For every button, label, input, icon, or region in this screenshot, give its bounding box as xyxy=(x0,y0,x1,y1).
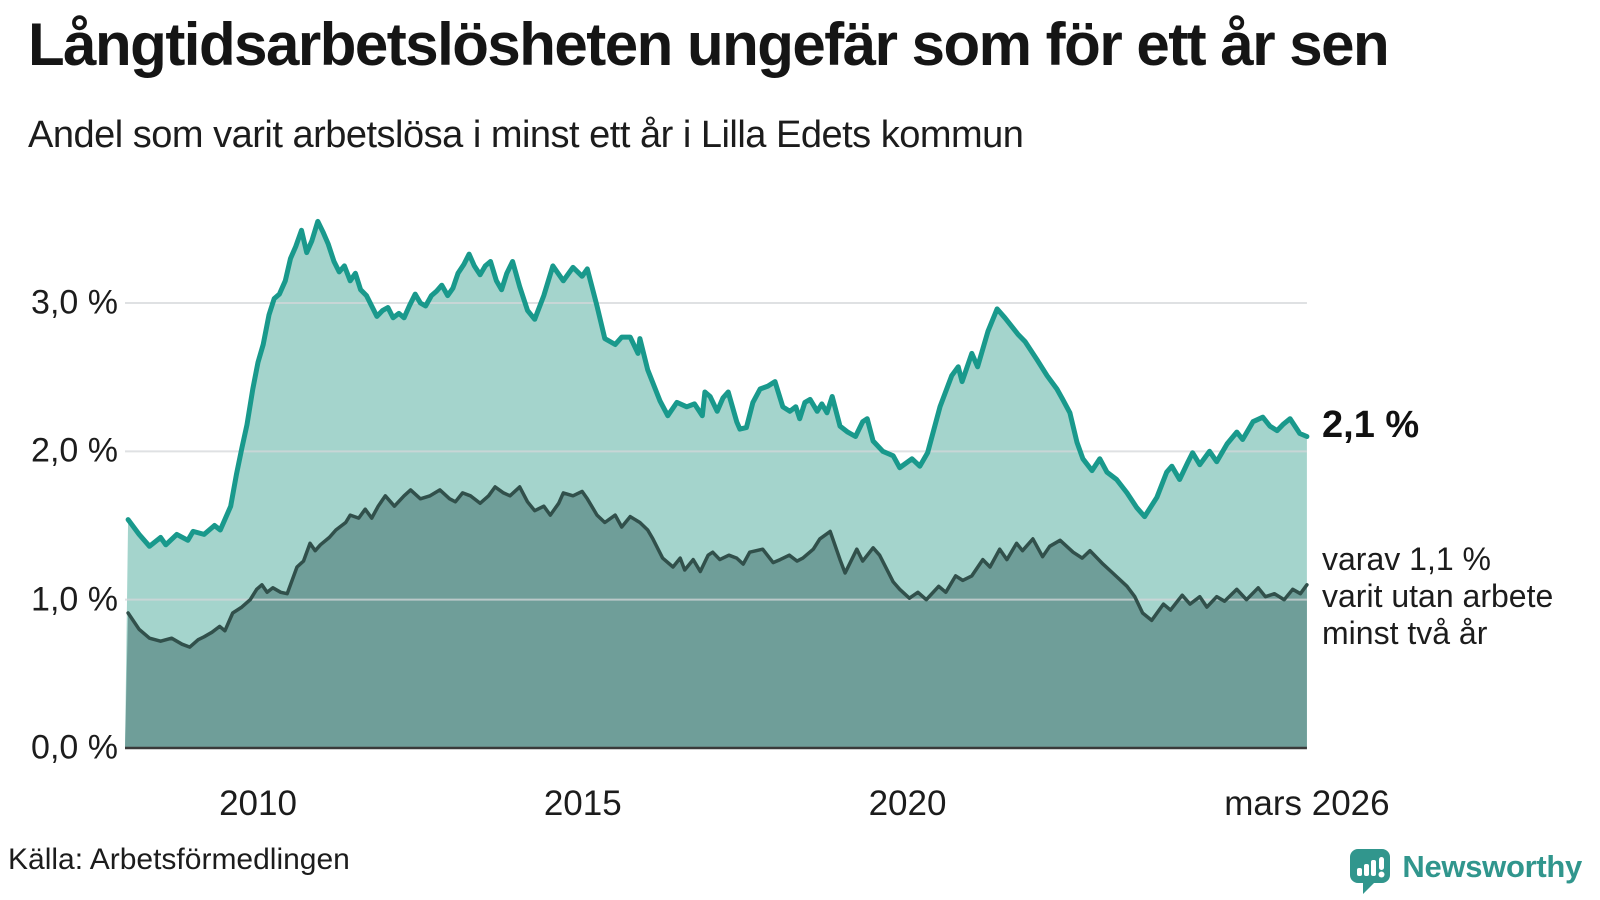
line-two-years xyxy=(126,485,1309,649)
x-tick-label: 2015 xyxy=(543,784,622,823)
newsworthy-brand-name: Newsworthy xyxy=(1402,849,1582,884)
series-note-label: varav 1,1 % varit utan arbete minst två år xyxy=(1322,541,1553,652)
line-one-year xyxy=(125,218,1310,549)
newsworthy-brand: Newsworthy xyxy=(1348,847,1582,897)
y-tick-label: 0,0 % xyxy=(31,728,118,767)
newsworthy-logo-icon xyxy=(1350,849,1391,894)
x-tick-label: 2020 xyxy=(868,784,947,823)
series-note-line: varit utan arbete xyxy=(1322,578,1554,614)
series-note-line: minst två år xyxy=(1322,615,1488,651)
y-tick-label: 3,0 % xyxy=(31,283,118,322)
page-subtitle: Andel som varit arbetslösa i minst ett å… xyxy=(28,114,1024,156)
y-tick-label: 2,0 % xyxy=(31,431,118,470)
series-end-value-label: 2,1 % xyxy=(1322,404,1420,446)
x-tick-label: 2010 xyxy=(219,784,297,823)
page-title: Långtidsarbetslösheten ungefär som för e… xyxy=(28,11,1390,78)
source-label: Källa: Arbetsförmedlingen xyxy=(8,843,350,876)
x-tick-label: mars 2026 xyxy=(1224,784,1390,823)
series-note-line: varav 1,1 % xyxy=(1322,541,1491,577)
y-tick-label: 1,0 % xyxy=(31,580,118,619)
